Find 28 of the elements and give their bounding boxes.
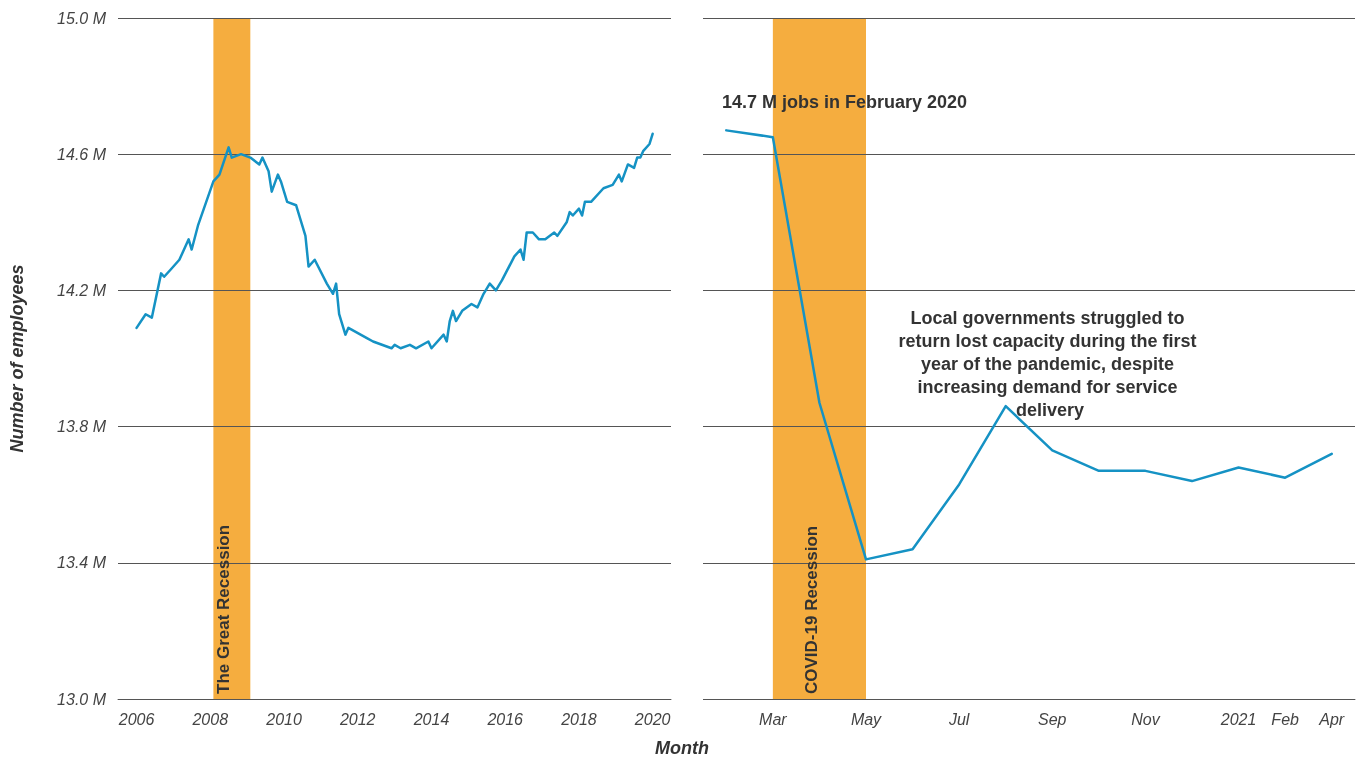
annotation: Local governments struggled to return lost capacity during the first year of the pandemic, despite increasing demand for service delivery xyxy=(898,307,1202,420)
y-tick-label: 14.6 M xyxy=(57,145,107,163)
y-axis-title: Number of employees xyxy=(7,264,27,453)
x-tick-label: 2006 xyxy=(117,710,155,728)
y-tick-label: 13.8 M xyxy=(57,418,107,436)
x-tick-label: Mar xyxy=(759,710,788,728)
x-tick-label: Jul xyxy=(947,710,970,728)
y-tick-label: 14.2 M xyxy=(57,281,107,299)
y-tick-label: 13.4 M xyxy=(57,554,107,572)
y-tick-label: 13.0 M xyxy=(57,690,107,708)
x-tick-label: 2016 xyxy=(486,710,524,728)
x-tick-label: 2020 xyxy=(633,710,671,728)
x-tick-label: Apr xyxy=(1318,710,1345,728)
band-label: COVID-19 Recession xyxy=(801,525,821,694)
x-tick-label: Sep xyxy=(1038,710,1067,728)
x-tick-label: 2012 xyxy=(338,710,376,728)
x-tick-label: May xyxy=(850,710,883,728)
line-series xyxy=(135,132,654,350)
x-tick-label: 2010 xyxy=(265,710,302,728)
y-tick-label: 15.0 M xyxy=(57,9,107,27)
band-label: The Great Recession xyxy=(214,524,234,694)
x-tick-label: Feb xyxy=(1271,710,1300,728)
x-tick-label: 2018 xyxy=(560,710,597,728)
x-tick-label: 2008 xyxy=(191,710,229,728)
x-axis-title: Month xyxy=(655,738,710,758)
x-tick-label: 2014 xyxy=(412,710,450,728)
x-tick-label: 2021 xyxy=(1219,710,1257,728)
x-tick-label: Nov xyxy=(1131,710,1161,728)
